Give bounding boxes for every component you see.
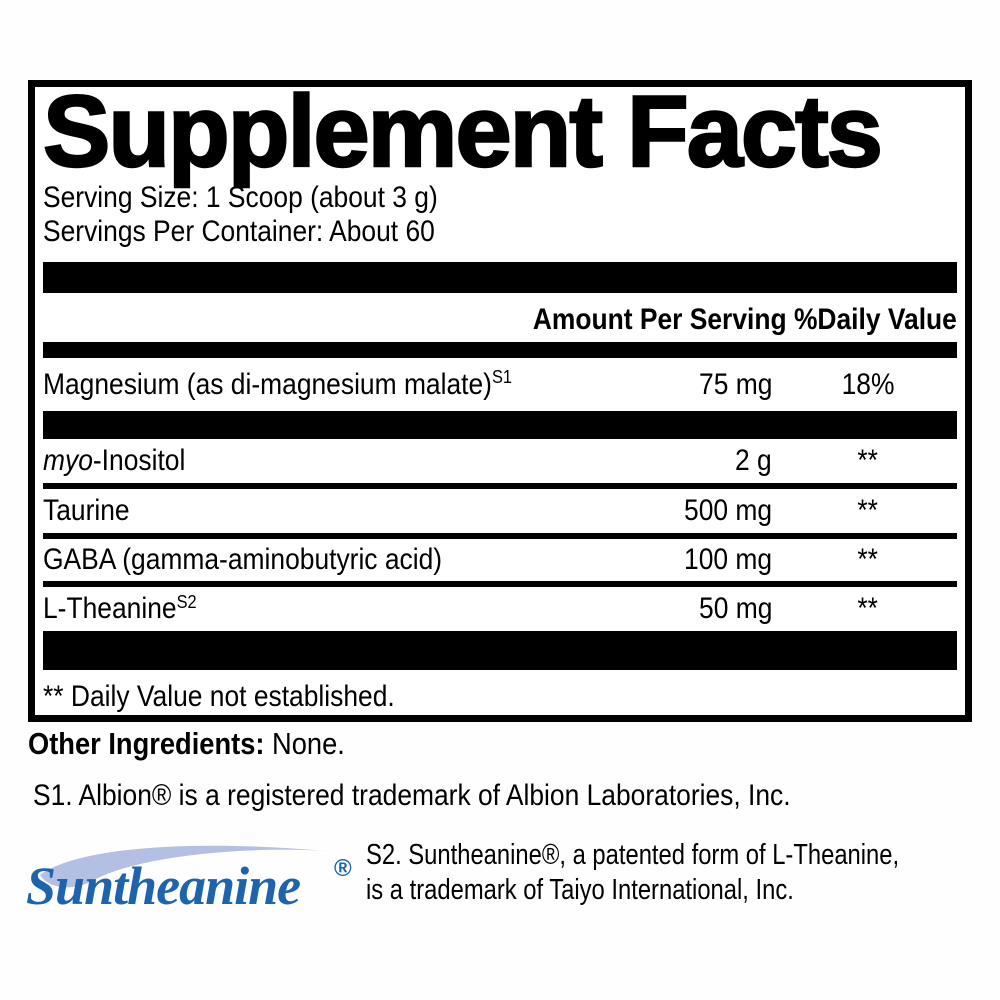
table-row-gaba: GABA (gamma-aminobutyric acid) 100 mg ** bbox=[43, 539, 957, 587]
daily-value: ** bbox=[857, 592, 879, 625]
other-ingredients-value: None. bbox=[272, 726, 345, 761]
black-bar-bottom bbox=[43, 631, 957, 670]
daily-value-footnote: ** Daily Value not established. bbox=[43, 680, 395, 713]
daily-value-header: %Daily Value bbox=[794, 303, 957, 336]
nutrient-name: Taurine bbox=[43, 494, 130, 527]
footnote-marker: S2 bbox=[176, 590, 197, 612]
table-row-taurine: Taurine 500 mg ** bbox=[43, 489, 957, 539]
black-bar-top bbox=[43, 262, 957, 293]
column-headers-text: Amount Per Serving %Daily Value bbox=[533, 303, 957, 337]
daily-value: ** bbox=[857, 543, 879, 576]
nutrient-name-italic-prefix: myo bbox=[43, 444, 93, 477]
amount-per-serving-header: Amount Per Serving bbox=[532, 303, 787, 336]
table-row-l-theanine: L-TheanineS2 50 mg ** bbox=[43, 587, 957, 631]
other-ingredients-line: Other Ingredients: None. bbox=[28, 726, 388, 762]
s2-note-line1: S2. Suntheanine®, a patented form of L-T… bbox=[366, 839, 900, 871]
nutrient-name: Magnesium (as di-magnesium malate) bbox=[43, 367, 492, 401]
amount-value: 75 mg bbox=[698, 367, 772, 401]
s2-note-line2: is a trademark of Taiyo International, I… bbox=[366, 874, 794, 906]
nutrient-name: L-Theanine bbox=[43, 592, 177, 625]
s2-trademark-note: S2. Suntheanine®, a patented form of L-T… bbox=[366, 838, 1000, 908]
footnote-marker: S1 bbox=[491, 366, 512, 388]
table-row-magnesium: Magnesium (as di-magnesium malate)S1 75 … bbox=[43, 358, 957, 411]
s1-trademark-note: S1. Albion® is a registered trademark of… bbox=[33, 779, 791, 812]
daily-value: ** bbox=[857, 444, 879, 477]
serving-size-text: Serving Size: 1 Scoop (about 3 g) bbox=[43, 181, 438, 214]
logo-registered-mark: ® bbox=[334, 855, 352, 882]
black-bar-header-underline bbox=[43, 342, 957, 358]
other-ingredients-label: Other Ingredients: bbox=[28, 726, 265, 761]
column-header-row: Amount Per Serving %Daily Value bbox=[43, 293, 957, 342]
black-bar-mid bbox=[43, 411, 957, 439]
supplement-facts-panel: Supplement Facts Serving Size: 1 Scoop (… bbox=[28, 80, 972, 722]
nutrient-name: GABA (gamma-aminobutyric acid) bbox=[43, 543, 443, 576]
servings-per-container-text: Servings Per Container: About 60 bbox=[43, 215, 435, 248]
daily-value: 18% bbox=[841, 367, 895, 401]
amount-value: 50 mg bbox=[698, 592, 772, 625]
daily-value: ** bbox=[857, 494, 879, 527]
logo-swoosh-icon bbox=[40, 845, 326, 888]
suntheanine-logo: Suntheanine ® bbox=[26, 838, 371, 916]
amount-value: 500 mg bbox=[683, 494, 772, 527]
table-row-myo-inositol: myo-Inositol 2 g ** bbox=[43, 439, 957, 489]
amount-value: 100 mg bbox=[683, 543, 772, 576]
suntheanine-logo-svg: Suntheanine ® bbox=[26, 845, 352, 916]
logo-text: Suntheanine bbox=[26, 856, 300, 916]
panel-title: Supplement Facts bbox=[42, 76, 884, 188]
serving-info: Serving Size: 1 Scoop (about 3 g) Servin… bbox=[43, 181, 957, 249]
nutrient-name: -Inositol bbox=[92, 444, 186, 477]
amount-value: 2 g bbox=[735, 444, 772, 477]
